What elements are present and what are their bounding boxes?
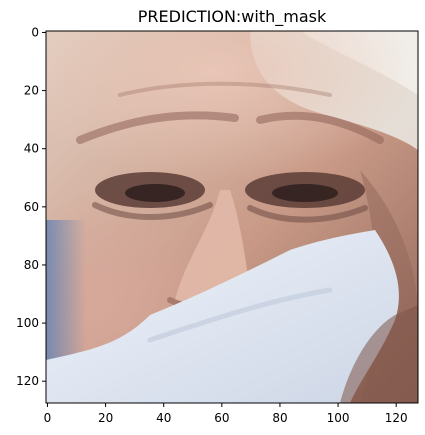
mask-fold: [147, 287, 333, 343]
x-tick-label: 100: [327, 411, 350, 425]
axes-frame: [45, 30, 419, 404]
forehead-wrinkle: [118, 81, 332, 97]
y-tick-label: 40: [24, 142, 39, 156]
figure-title: PREDICTION:with_mask: [138, 7, 327, 27]
x-tick-label: 60: [214, 411, 229, 425]
y-axis: 0 20 40 60 80 100 120: [16, 25, 46, 388]
brow-wrinkle: [256, 111, 384, 144]
x-tick-label: 120: [385, 411, 408, 425]
y-tick-label: 0: [31, 25, 39, 39]
right-eye: [245, 172, 368, 223]
left-eye: [92, 172, 213, 220]
nose: [175, 190, 250, 302]
x-tick-label: 0: [44, 411, 52, 425]
x-tick-label: 20: [98, 411, 113, 425]
y-tick-label: 20: [24, 84, 39, 98]
x-axis: 0 20 40 60 80 100 120: [44, 403, 408, 425]
y-tick-label: 80: [24, 258, 39, 272]
x-tick-label: 40: [156, 411, 171, 425]
y-tick-label: 60: [24, 200, 39, 214]
brow-wrinkle: [76, 111, 239, 144]
y-tick-label: 100: [16, 316, 39, 330]
right-bottom-shadow: [340, 305, 418, 403]
face-image: [46, 31, 418, 403]
x-tick-label: 80: [272, 411, 287, 425]
y-tick-label: 120: [16, 374, 39, 388]
